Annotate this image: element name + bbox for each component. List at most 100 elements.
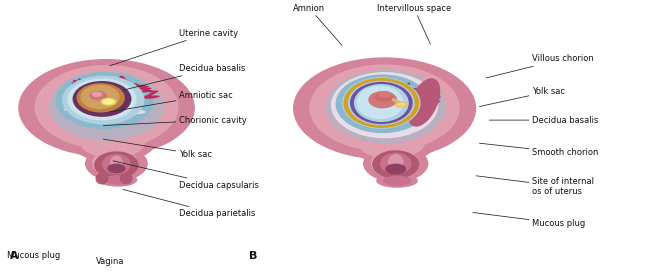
- Ellipse shape: [380, 153, 412, 174]
- Ellipse shape: [390, 98, 401, 105]
- Ellipse shape: [108, 164, 125, 173]
- Ellipse shape: [102, 154, 131, 174]
- Ellipse shape: [102, 80, 108, 85]
- Text: Yolk sac: Yolk sac: [479, 87, 565, 106]
- Ellipse shape: [137, 86, 149, 90]
- Ellipse shape: [363, 145, 428, 182]
- Ellipse shape: [144, 94, 153, 97]
- Ellipse shape: [385, 164, 406, 174]
- Ellipse shape: [127, 82, 131, 88]
- Ellipse shape: [403, 82, 410, 89]
- Ellipse shape: [92, 149, 138, 177]
- Ellipse shape: [142, 88, 151, 90]
- Ellipse shape: [416, 87, 426, 90]
- Ellipse shape: [89, 91, 108, 101]
- Ellipse shape: [417, 93, 428, 98]
- Ellipse shape: [70, 86, 78, 89]
- Ellipse shape: [70, 122, 155, 162]
- Ellipse shape: [347, 120, 436, 164]
- Ellipse shape: [76, 83, 125, 112]
- Ellipse shape: [104, 99, 114, 104]
- Ellipse shape: [331, 72, 438, 138]
- Ellipse shape: [429, 100, 440, 103]
- Ellipse shape: [137, 85, 146, 88]
- Ellipse shape: [129, 84, 139, 90]
- Ellipse shape: [72, 81, 131, 117]
- Ellipse shape: [376, 174, 418, 188]
- Ellipse shape: [110, 155, 123, 171]
- Ellipse shape: [374, 92, 393, 102]
- Ellipse shape: [392, 84, 404, 90]
- Ellipse shape: [92, 92, 102, 97]
- Ellipse shape: [96, 172, 108, 185]
- Ellipse shape: [105, 175, 131, 185]
- Ellipse shape: [73, 80, 80, 84]
- Ellipse shape: [64, 106, 145, 115]
- Text: Decidua basalis: Decidua basalis: [123, 64, 245, 90]
- Text: Amniotic sac: Amniotic sac: [110, 91, 232, 112]
- Ellipse shape: [101, 98, 116, 105]
- Ellipse shape: [123, 81, 131, 86]
- Ellipse shape: [80, 85, 120, 109]
- Text: Uterine cavity: Uterine cavity: [110, 29, 238, 66]
- Ellipse shape: [382, 175, 412, 186]
- Ellipse shape: [49, 71, 164, 141]
- Ellipse shape: [372, 150, 419, 178]
- Ellipse shape: [67, 79, 137, 120]
- Ellipse shape: [96, 77, 101, 80]
- Ellipse shape: [143, 95, 160, 99]
- Ellipse shape: [426, 95, 437, 99]
- Ellipse shape: [342, 77, 420, 129]
- Ellipse shape: [350, 82, 413, 124]
- Ellipse shape: [121, 79, 128, 84]
- Ellipse shape: [62, 76, 145, 125]
- Ellipse shape: [371, 148, 418, 178]
- Ellipse shape: [112, 81, 118, 85]
- Ellipse shape: [94, 151, 139, 178]
- Text: Amnion: Amnion: [293, 4, 342, 45]
- Ellipse shape: [78, 79, 84, 82]
- Ellipse shape: [326, 70, 446, 143]
- Ellipse shape: [19, 59, 195, 157]
- Text: Smooth chorion: Smooth chorion: [479, 143, 598, 157]
- Text: Mucous plug: Mucous plug: [473, 213, 585, 228]
- Text: Villous chorion: Villous chorion: [486, 54, 594, 78]
- Ellipse shape: [381, 83, 390, 87]
- Ellipse shape: [148, 90, 159, 92]
- Ellipse shape: [378, 91, 392, 98]
- Ellipse shape: [343, 78, 419, 128]
- Ellipse shape: [35, 65, 179, 149]
- Ellipse shape: [403, 88, 414, 92]
- Ellipse shape: [388, 154, 404, 170]
- Text: A: A: [10, 251, 19, 261]
- Text: Vagina: Vagina: [96, 257, 124, 266]
- Ellipse shape: [90, 76, 95, 81]
- Ellipse shape: [398, 84, 406, 90]
- Ellipse shape: [384, 81, 394, 86]
- Ellipse shape: [56, 72, 153, 129]
- Ellipse shape: [86, 80, 92, 84]
- Text: Mucous plug: Mucous plug: [7, 251, 60, 260]
- Ellipse shape: [354, 84, 409, 122]
- Text: B: B: [249, 251, 258, 261]
- Ellipse shape: [106, 79, 111, 84]
- Ellipse shape: [388, 85, 400, 90]
- Ellipse shape: [119, 76, 125, 82]
- Ellipse shape: [369, 91, 397, 108]
- Ellipse shape: [408, 78, 440, 127]
- Ellipse shape: [388, 100, 401, 104]
- Ellipse shape: [147, 91, 157, 96]
- Ellipse shape: [388, 82, 397, 87]
- Ellipse shape: [421, 95, 439, 97]
- Ellipse shape: [120, 172, 133, 185]
- Ellipse shape: [309, 64, 460, 151]
- Ellipse shape: [396, 103, 406, 107]
- Ellipse shape: [375, 82, 382, 86]
- Ellipse shape: [357, 125, 425, 159]
- Text: Decidua capsularis: Decidua capsularis: [113, 161, 258, 190]
- Ellipse shape: [72, 82, 76, 86]
- Text: Yolk sac: Yolk sac: [104, 139, 212, 159]
- Ellipse shape: [109, 79, 116, 83]
- Text: Decidua basalis: Decidua basalis: [489, 116, 598, 125]
- Text: Intervillous space: Intervillous space: [377, 4, 451, 44]
